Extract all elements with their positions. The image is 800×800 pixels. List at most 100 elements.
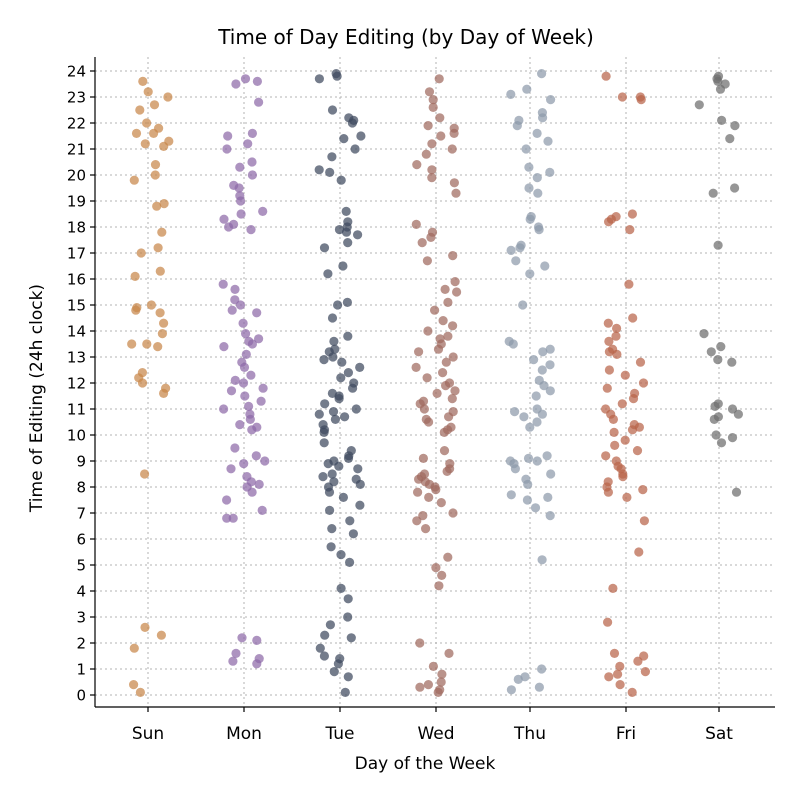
point-wed [452, 287, 462, 297]
point-thu [508, 339, 518, 349]
point-mon [230, 284, 240, 294]
point-tue [343, 368, 353, 378]
point-mon [246, 370, 256, 380]
point-thu [522, 495, 533, 505]
y-tick-label: 7 [76, 505, 86, 523]
point-tue [319, 438, 329, 448]
y-tick-label: 2 [76, 635, 86, 653]
point-mon [231, 648, 241, 659]
point-thu [542, 451, 552, 461]
point-sat [711, 430, 721, 440]
point-mon [241, 329, 251, 339]
point-thu [545, 510, 555, 521]
point-wed [431, 485, 441, 495]
point-tue [334, 461, 344, 471]
y-tick-label: 6 [76, 531, 86, 549]
point-wed [422, 373, 432, 383]
point-sun [130, 271, 140, 281]
point-mon [219, 404, 229, 414]
point-tue [315, 643, 325, 653]
point-tue [327, 105, 338, 115]
point-fri [612, 323, 622, 333]
point-wed [436, 131, 446, 141]
point-thu [524, 183, 534, 193]
point-tue [334, 225, 345, 235]
point-wed [441, 381, 451, 391]
point-wed [421, 149, 431, 159]
point-mon [236, 209, 246, 219]
point-wed [433, 344, 444, 354]
point-wed [435, 113, 445, 123]
point-sat [715, 84, 726, 94]
point-mon [219, 342, 229, 352]
point-sun [152, 201, 162, 211]
point-sun [157, 227, 167, 237]
point-thu [530, 503, 541, 513]
point-sun [131, 305, 141, 315]
y-tick-label: 14 [67, 323, 86, 341]
point-wed [451, 188, 461, 198]
point-sat [716, 438, 727, 448]
point-wed [432, 388, 442, 398]
point-mon [228, 513, 238, 523]
point-tue [332, 71, 342, 81]
point-thu [511, 256, 521, 266]
point-fri [604, 217, 614, 227]
point-fri [627, 209, 638, 219]
point-wed [444, 412, 454, 422]
point-tue [314, 74, 324, 84]
data-points [127, 69, 744, 698]
point-thu [545, 360, 555, 370]
point-mon [240, 391, 250, 401]
point-wed [427, 165, 437, 175]
x-tick-label-thu: Thu [513, 724, 546, 744]
point-tue [323, 459, 333, 469]
point-tue [353, 230, 363, 240]
point-sun [155, 308, 165, 318]
point-wed [436, 677, 446, 687]
point-fri [624, 279, 634, 289]
point-mon [252, 76, 262, 86]
y-tick-label: 17 [67, 245, 86, 263]
y-tick-label: 9 [76, 453, 86, 471]
point-mon [258, 383, 268, 393]
point-thu [537, 555, 547, 565]
point-thu [545, 344, 555, 354]
point-tue [333, 300, 343, 310]
point-mon [254, 334, 264, 344]
chart-title: Time of Day Editing (by Day of Week) [217, 25, 594, 49]
point-wed [428, 661, 438, 672]
y-tick-label: 4 [76, 583, 86, 601]
point-tue [333, 659, 343, 669]
point-thu [522, 84, 532, 94]
point-sun [135, 687, 145, 698]
point-tue [327, 152, 337, 162]
point-tue [318, 472, 328, 482]
point-fri [620, 435, 630, 445]
point-fri [636, 95, 646, 105]
point-thu [532, 456, 542, 466]
point-mon [226, 464, 236, 474]
point-thu [524, 162, 534, 172]
point-mon [235, 300, 246, 310]
point-thu [532, 128, 542, 138]
point-sun [149, 100, 160, 110]
point-sat [717, 115, 727, 125]
point-sun [159, 141, 169, 151]
point-sat [731, 487, 742, 497]
point-thu [525, 422, 535, 432]
point-wed [411, 219, 421, 229]
point-mon [246, 225, 256, 235]
point-sun [150, 170, 160, 180]
point-fri [603, 318, 613, 328]
point-wed [443, 331, 453, 341]
point-mon [254, 97, 264, 107]
point-wed [423, 326, 433, 336]
point-tue [343, 672, 353, 682]
point-mon [218, 279, 228, 289]
point-thu [515, 243, 525, 253]
point-thu [545, 167, 555, 177]
point-wed [421, 524, 431, 534]
point-wed [448, 508, 458, 518]
point-fri [639, 516, 650, 526]
